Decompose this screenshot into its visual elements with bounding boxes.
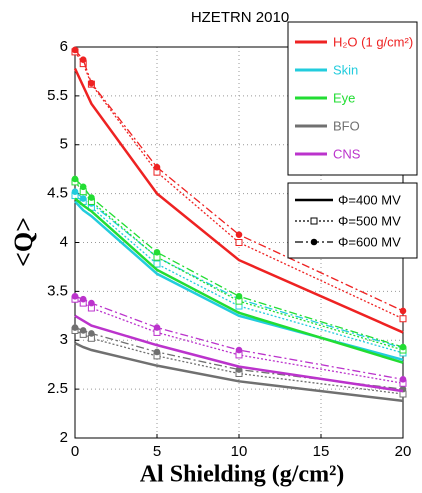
x-tick-label: 5: [153, 443, 161, 460]
series-line: [74, 191, 404, 349]
legend-label: BFO: [333, 118, 360, 133]
marker: [88, 79, 95, 87]
y-tick-label: 3.5: [47, 282, 68, 299]
series-line: [73, 67, 404, 334]
legend-label: Eye: [333, 90, 355, 105]
marker: [153, 260, 161, 268]
x-tick-label: 20: [395, 443, 412, 460]
marker: [71, 175, 79, 183]
x-tick-label: 15: [313, 443, 330, 460]
series-line: [74, 200, 404, 362]
marker: [79, 195, 87, 202]
marker: [71, 188, 79, 195]
legend-label: Φ=400 MV: [338, 192, 401, 207]
marker: [88, 194, 95, 201]
marker: [235, 239, 243, 246]
y-axis-label: <Q>: [9, 217, 38, 267]
marker: [79, 295, 87, 303]
x-tick-label: 10: [231, 443, 248, 460]
marker: [153, 324, 161, 331]
y-tick-label: 5: [60, 136, 68, 153]
marker: [153, 348, 161, 356]
x-tick-label: 0: [71, 443, 79, 460]
y-tick-label: 2.5: [47, 380, 68, 397]
legend-marker: [310, 217, 318, 225]
marker: [88, 299, 95, 307]
series-line: [74, 181, 404, 351]
series-line: [74, 178, 404, 348]
marker: [235, 292, 243, 300]
series-line: [74, 51, 404, 320]
y-tick-label: 6: [60, 38, 68, 55]
marker: [235, 231, 243, 238]
legend-label: Skin: [333, 62, 358, 77]
y-tick-label: 4.5: [47, 185, 68, 202]
series-line: [74, 342, 404, 403]
y-tick-label: 2: [60, 429, 68, 446]
series-line: [74, 329, 404, 395]
marker: [399, 343, 407, 351]
marker: [399, 307, 407, 315]
legend-label: CNS: [333, 146, 361, 161]
series-line: [74, 298, 404, 384]
marker: [399, 315, 407, 323]
marker: [71, 46, 79, 54]
legend-label: Φ=500 MV: [338, 213, 401, 228]
legend-marker: [310, 238, 318, 246]
y-tick-label: 4: [60, 233, 68, 250]
legend-box: [287, 182, 418, 259]
marker: [71, 292, 79, 300]
series-line: [74, 314, 404, 393]
y-tick-label: 5.5: [47, 87, 68, 104]
marker: [399, 376, 407, 383]
marker: [71, 324, 79, 331]
x-axis-label: Al Shielding (g/cm²): [140, 462, 345, 488]
marker: [79, 183, 87, 191]
marker: [153, 163, 161, 171]
series-line: [74, 197, 404, 364]
marker: [79, 56, 87, 64]
marker: [88, 330, 95, 337]
marker: [235, 346, 243, 354]
marker: [153, 248, 161, 256]
legend-label: Φ=600 MV: [338, 234, 401, 249]
legend-label: H₂O (1 g/cm²): [333, 34, 413, 49]
chart-title: HZETRN 2010: [191, 9, 289, 26]
y-tick-label: 3: [60, 331, 68, 348]
marker: [79, 327, 87, 334]
